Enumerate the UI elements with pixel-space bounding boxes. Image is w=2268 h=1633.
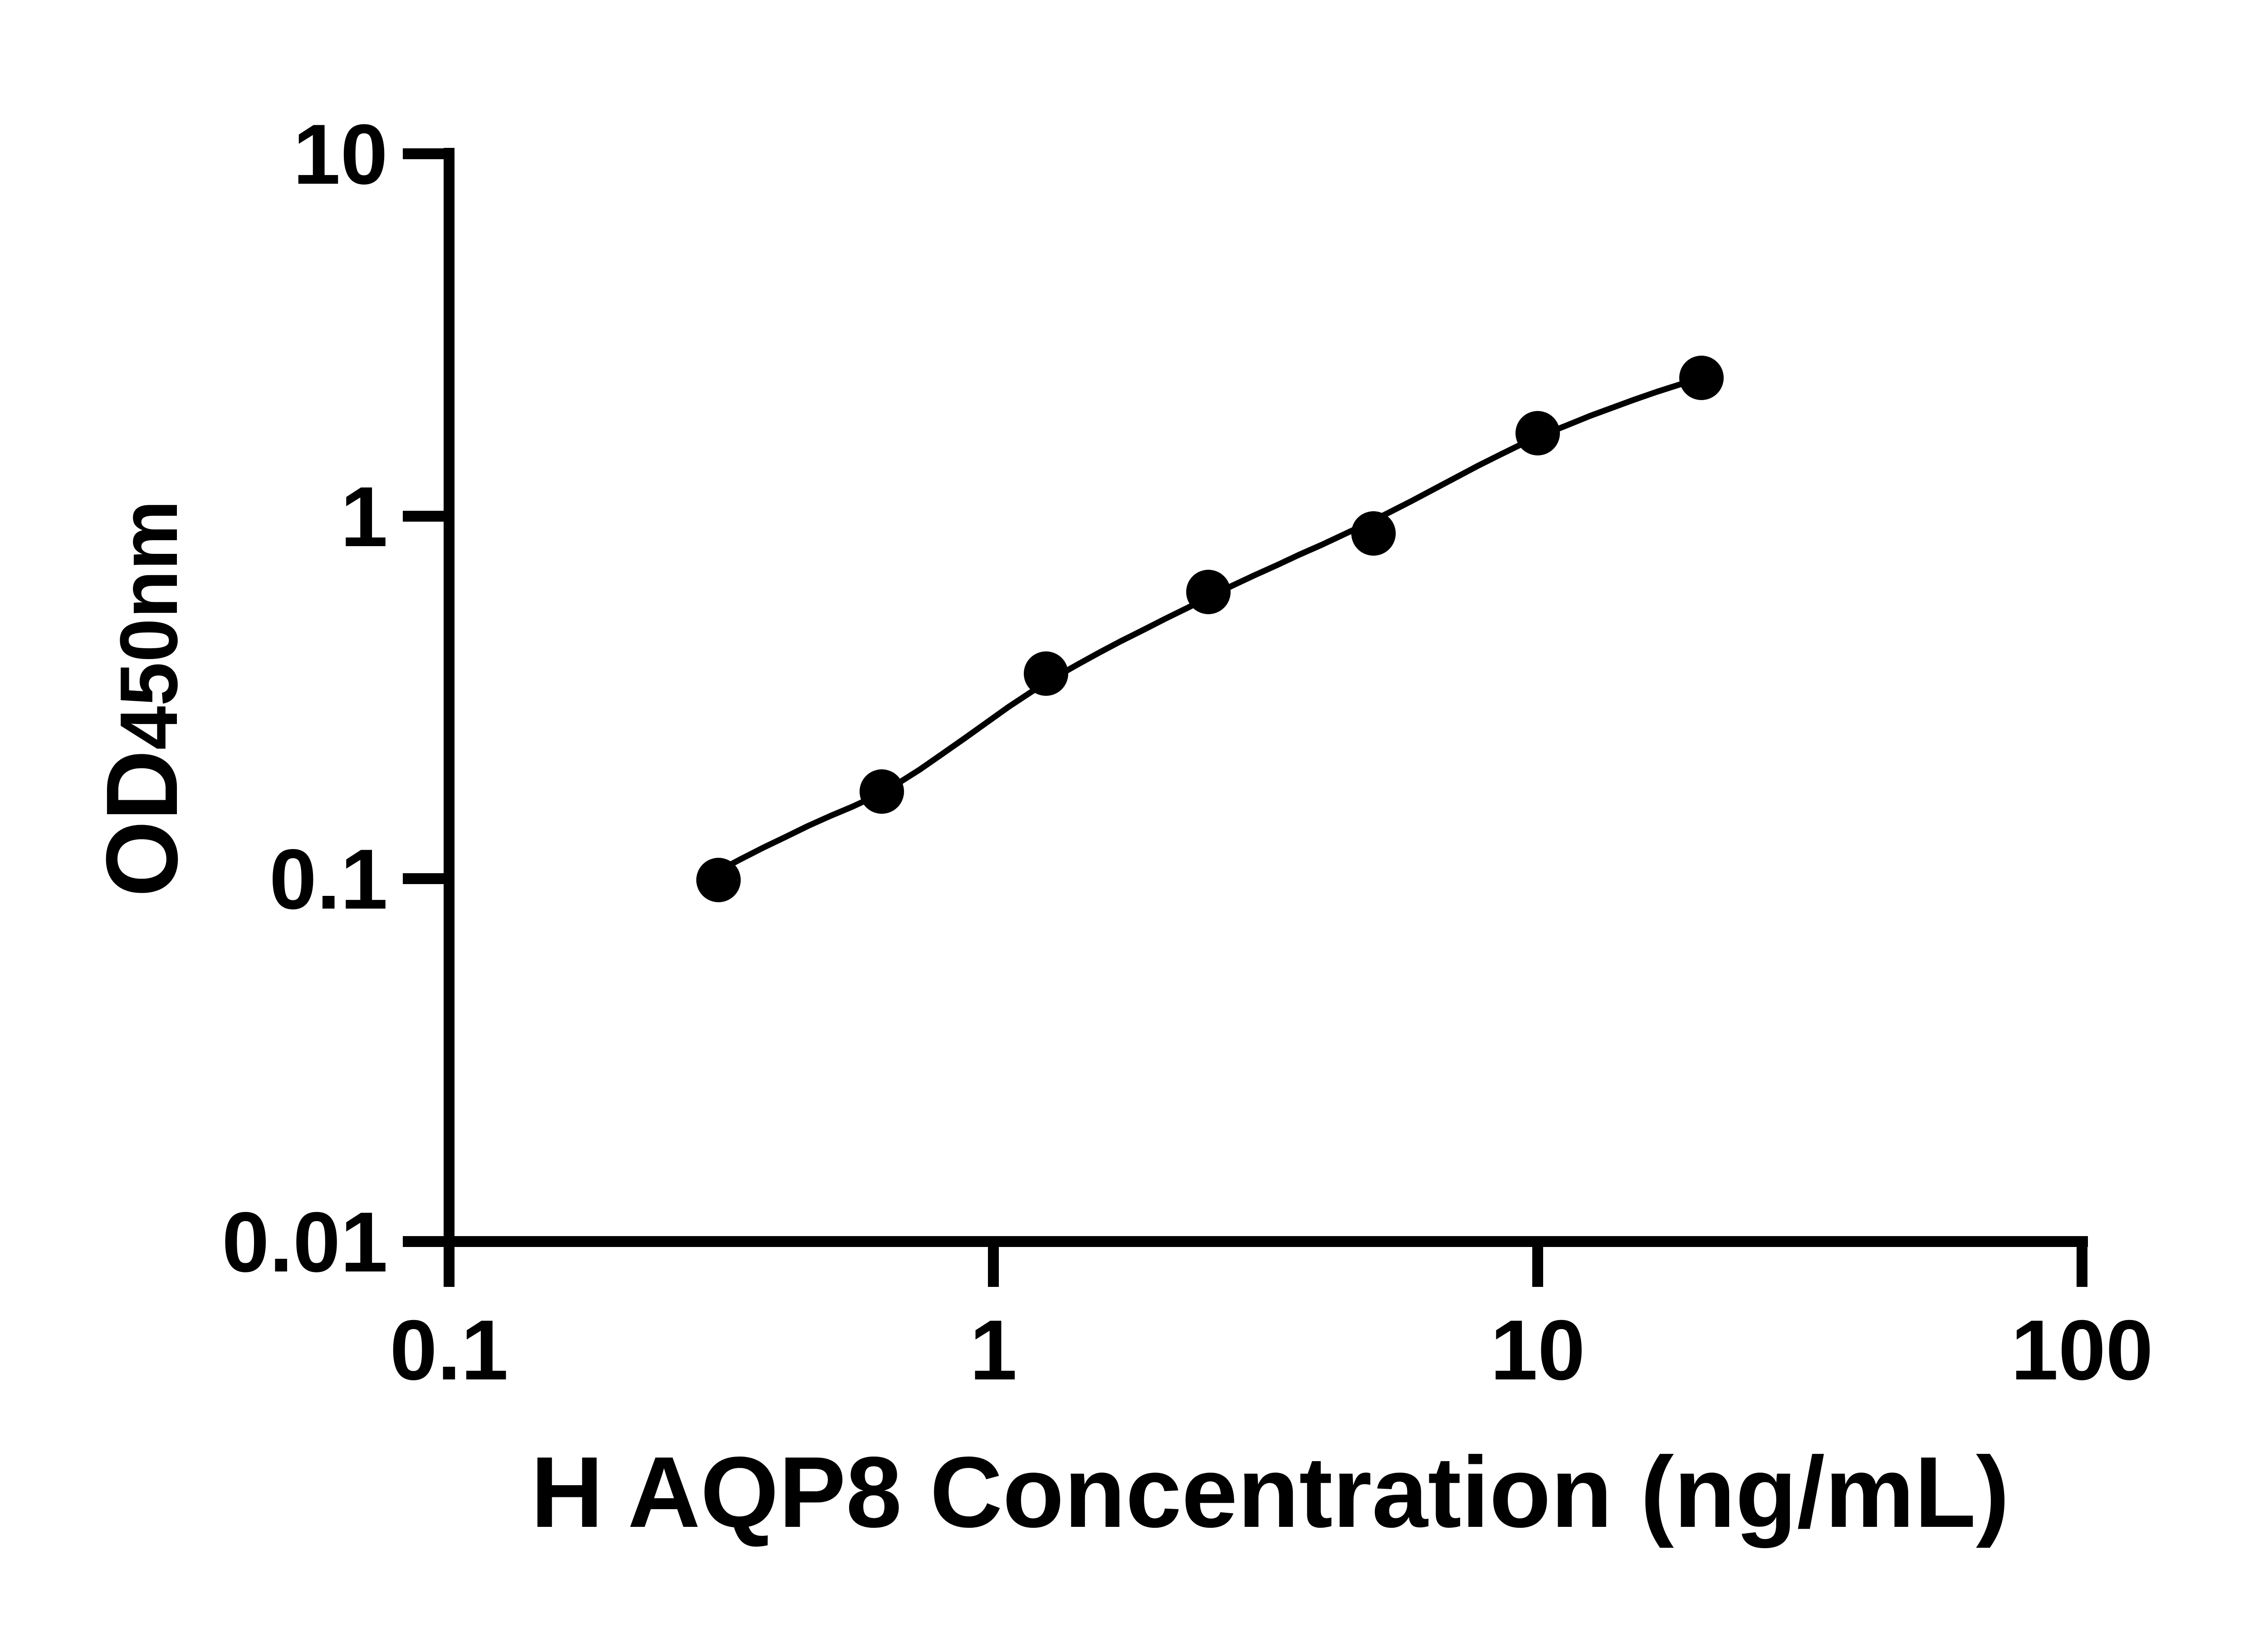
svg-text:1: 1 — [970, 1302, 1017, 1398]
svg-text:1: 1 — [340, 469, 388, 564]
svg-text:0.1: 0.1 — [390, 1302, 508, 1398]
svg-text:10: 10 — [1490, 1302, 1585, 1398]
svg-text:10: 10 — [293, 107, 388, 202]
svg-text:H AQP8 Concentration (ng/mL): H AQP8 Concentration (ng/mL) — [531, 1436, 2009, 1549]
svg-text:OD450nm: OD450nm — [85, 500, 199, 897]
svg-text:100: 100 — [2011, 1302, 2153, 1398]
svg-text:0.1: 0.1 — [269, 831, 388, 927]
svg-text:0.01: 0.01 — [222, 1194, 388, 1290]
